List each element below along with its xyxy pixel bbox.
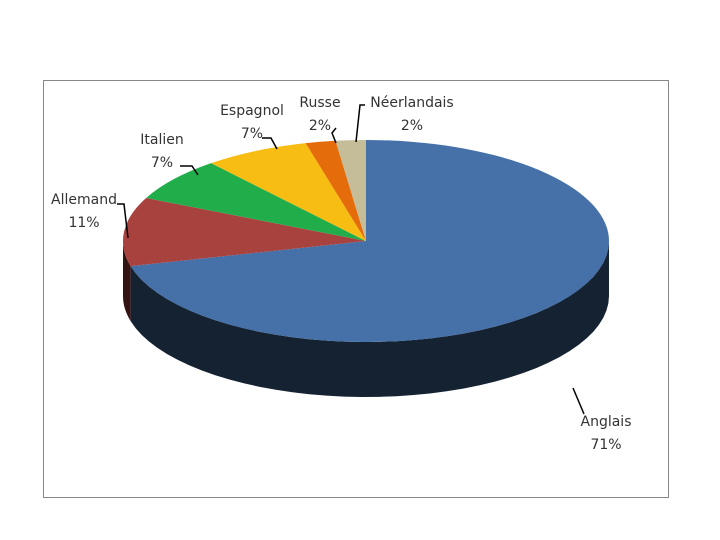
data-label-name: Italien bbox=[140, 132, 183, 148]
slice-side bbox=[123, 241, 131, 322]
slice bbox=[146, 163, 366, 241]
slice bbox=[211, 143, 366, 241]
leader-line bbox=[180, 165, 199, 176]
data-label-value: 7% bbox=[151, 155, 173, 171]
leader-line bbox=[262, 137, 278, 150]
data-label-name: Russe bbox=[299, 95, 340, 111]
slice bbox=[130, 140, 610, 342]
data-label-value: 2% bbox=[401, 118, 423, 134]
data-label-name: Anglais bbox=[581, 414, 632, 430]
slice-side bbox=[130, 241, 610, 397]
data-label-name: Allemand bbox=[51, 192, 117, 208]
slice bbox=[123, 197, 367, 267]
data-label-value: 71% bbox=[590, 437, 621, 453]
leader-line bbox=[331, 127, 337, 144]
data-label-name: Espagnol bbox=[220, 103, 284, 119]
data-label-value: 7% bbox=[241, 126, 263, 142]
data-label-name: Néerlandais bbox=[370, 95, 453, 111]
slice bbox=[305, 140, 366, 241]
slice bbox=[335, 140, 366, 241]
leader-line bbox=[572, 387, 585, 415]
leader-line bbox=[117, 203, 129, 239]
leader-line bbox=[355, 104, 365, 143]
data-label-value: 2% bbox=[309, 118, 331, 134]
data-label-value: 11% bbox=[68, 215, 99, 231]
